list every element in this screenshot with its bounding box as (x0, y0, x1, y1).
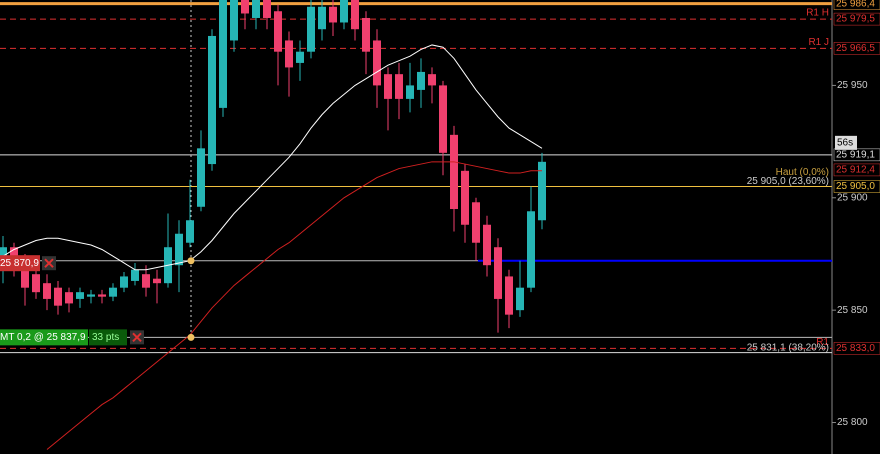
moving-average (2, 44, 543, 271)
candle-body (153, 278, 161, 284)
level-name: R1 J (808, 37, 829, 48)
price-tag-label: 25 966,5 (836, 43, 875, 54)
candle-body (32, 274, 40, 293)
candle-body (21, 260, 29, 288)
candle-body (65, 292, 73, 304)
candle-body (285, 40, 293, 68)
y-tick-label: 25 850 (837, 305, 868, 316)
candle-body (505, 276, 513, 315)
candle-body (54, 287, 62, 306)
order-box (0, 329, 88, 346)
order-extra-box (89, 329, 127, 346)
candle-body (340, 0, 348, 23)
fib-label: 25 905,0 (23,60%) (747, 176, 829, 187)
candle-body (87, 294, 95, 297)
fib-label: Haut (0,0%) (776, 167, 829, 178)
price-tag (833, 163, 880, 177)
fib-label: 25 831,1 (38,20%) (747, 342, 829, 353)
y-tick-label: 25 900 (837, 192, 868, 203)
candle-body (483, 224, 491, 266)
candle-body (109, 287, 117, 297)
candle-body (98, 294, 106, 297)
candle-body (120, 276, 128, 288)
candle-body (450, 134, 458, 210)
order-box (0, 255, 40, 272)
candle-body (142, 274, 150, 288)
price-tag-label: 25 912,4 (836, 165, 875, 176)
level-name: R1 H (806, 8, 829, 19)
candle-body (230, 0, 238, 41)
candle-body (131, 269, 139, 281)
level-name: R1 (816, 337, 829, 348)
order-close-icon (44, 258, 54, 268)
candle-body (43, 283, 51, 299)
candle-body (538, 161, 546, 221)
price-tag-label: 25 905,0 (836, 181, 875, 192)
price-tag (833, 180, 880, 193)
candle-body (329, 6, 337, 23)
candle-body (384, 74, 392, 99)
order-extra: 33 pts (92, 332, 119, 343)
moving-average (46, 161, 542, 450)
order-label: MT 0,2 @ 25 837,9 (0, 332, 86, 343)
candle-body (362, 17, 370, 52)
marker-dot (187, 257, 195, 265)
order-close-icon (132, 332, 142, 343)
candle-body (76, 292, 84, 299)
price-tag-label: 25 833,0 (836, 343, 875, 354)
candle-body (241, 0, 249, 14)
candle-body (252, 0, 260, 18)
price-tag-label: 25 919,1 (836, 149, 875, 160)
order-label: 25 870,9 (0, 258, 39, 269)
candle-body (527, 211, 535, 288)
candle-body (472, 202, 480, 243)
candle-body (494, 247, 502, 299)
price-tag (833, 42, 880, 55)
candle-body (296, 51, 304, 63)
candle-body (373, 40, 381, 86)
candle-body (208, 35, 216, 165)
price-tag-label: 25 986,4 (836, 0, 875, 9)
candle-body (439, 85, 447, 153)
marker-dot (187, 333, 195, 341)
candle-body (461, 170, 469, 225)
candle-body (219, 0, 227, 108)
y-tick-label: 25 800 (837, 417, 868, 428)
candle-body (186, 220, 194, 243)
candle-body (307, 6, 315, 52)
price-tag-label: 25 979,5 (836, 14, 875, 25)
candle-body (395, 74, 403, 99)
price-tag (833, 0, 880, 10)
candle-body (417, 71, 425, 90)
price-tag (833, 342, 880, 355)
timer-label: 56s (837, 137, 853, 148)
candle-body (263, 0, 271, 18)
candle-body (516, 287, 524, 311)
candle-body (197, 148, 205, 207)
candle-body (351, 0, 359, 30)
candle-body (175, 233, 183, 266)
candle-body (406, 85, 414, 99)
y-tick-label: 25 950 (837, 80, 868, 91)
timer-box (835, 135, 857, 150)
candle-body (428, 74, 436, 86)
candle-body (274, 11, 282, 52)
candle-body (318, 6, 326, 30)
price-tag (833, 12, 880, 26)
